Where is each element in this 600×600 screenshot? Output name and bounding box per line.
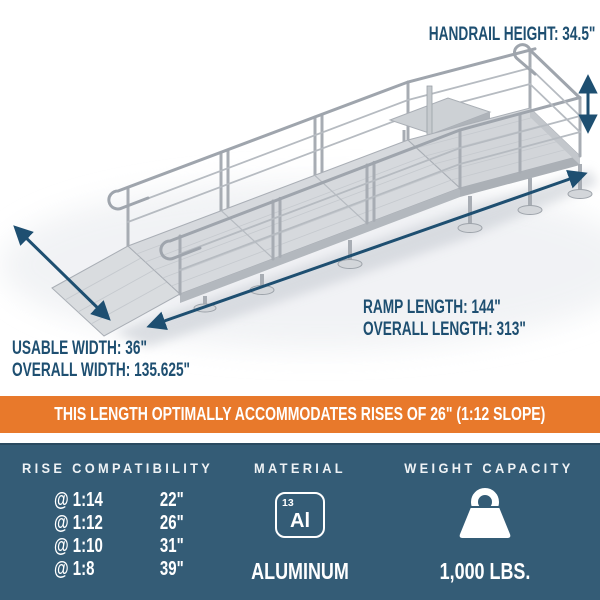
rise-compatibility-table: @ 1:14 22" @ 1:12 26" @ 1:10 31" @ 1:8 3…	[40, 489, 190, 581]
ramp-illustration	[0, 43, 600, 350]
overall-width-label: OVERALL WIDTH: 135.625"	[12, 359, 191, 381]
weight-icon	[457, 488, 513, 540]
table-row: @ 1:12 26"	[40, 512, 190, 535]
divider-gap	[0, 433, 600, 443]
rise-value: 39"	[160, 558, 184, 580]
weight-capacity-value: 1,000 LBS.	[439, 558, 531, 584]
rise-value: 31"	[160, 535, 184, 557]
aluminum-element-icon: 13 Al	[275, 492, 325, 538]
length-labels: RAMP LENGTH: 144" OVERALL LENGTH: 313"	[363, 297, 526, 340]
rise-compatibility-header: RISE COMPATIBILITY	[22, 461, 214, 476]
material-header: MATERIAL	[254, 461, 346, 476]
rise-value: 22"	[160, 489, 184, 511]
ramp-length-label: RAMP LENGTH: 144"	[363, 297, 501, 318]
slope-banner: THIS LENGTH OPTIMALLY ACCOMMODATES RISES…	[0, 396, 600, 433]
element-symbol: Al	[290, 510, 310, 532]
weight-capacity-header: WEIGHT CAPACITY	[404, 461, 574, 476]
rise-value: 26"	[160, 512, 184, 534]
handrail-height-label: HANDRAIL HEIGHT: 34.5"	[428, 24, 595, 45]
width-labels: USABLE WIDTH: 36" OVERALL WIDTH: 135.625…	[12, 338, 190, 381]
usable-width-label: USABLE WIDTH: 36"	[12, 338, 147, 359]
material-name: ALUMINUM	[251, 558, 349, 584]
overall-width-arrow	[13, 225, 111, 321]
rise-ratio: @ 1:8	[54, 558, 95, 580]
table-row: @ 1:10 31"	[40, 535, 190, 558]
table-row: @ 1:8 39"	[40, 558, 190, 581]
ramp-diagram: HANDRAIL HEIGHT: 34.5" RAMP LENGTH: 144"…	[0, 24, 600, 381]
slope-banner-text: THIS LENGTH OPTIMALLY ACCOMMODATES RISES…	[54, 404, 546, 424]
dimension-arrows	[13, 74, 598, 331]
table-row: @ 1:14 22"	[40, 489, 190, 512]
element-number: 13	[282, 497, 294, 509]
overall-length-label: OVERALL LENGTH: 313"	[363, 318, 526, 340]
specs-panel: RISE COMPATIBILITY MATERIAL WEIGHT CAPAC…	[0, 443, 600, 600]
rise-ratio: @ 1:14	[54, 489, 103, 511]
overall-length-arrow	[146, 169, 588, 331]
rise-ratio: @ 1:12	[54, 512, 103, 534]
rise-ratio: @ 1:10	[54, 535, 103, 557]
end-handrail	[512, 43, 582, 133]
